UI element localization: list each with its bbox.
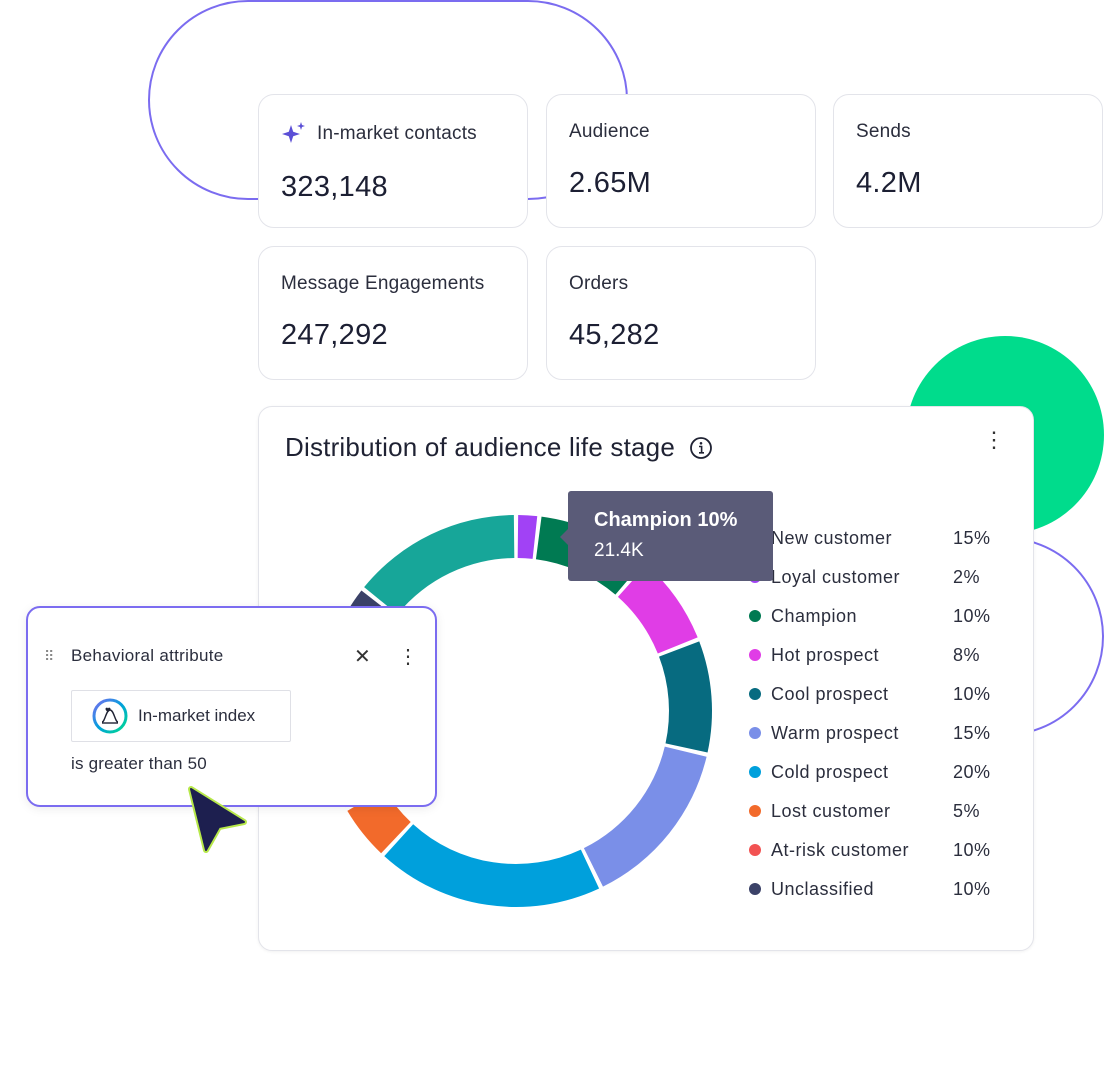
legend-item[interactable]: New customer 15%: [749, 526, 1003, 550]
tooltip-title: Champion 10%: [594, 509, 738, 531]
legend-item[interactable]: At-risk customer 10%: [749, 838, 1003, 862]
legend-dot: [749, 883, 761, 895]
attribute-condition: is greater than 50: [71, 754, 207, 773]
metric-value: 2.65M: [569, 167, 652, 199]
legend-percent: 10%: [953, 839, 991, 860]
close-icon[interactable]: ✕: [354, 646, 371, 668]
legend-percent: 2%: [953, 566, 981, 587]
metric-card-in-market-contacts: In-market contacts 323,148: [258, 94, 528, 228]
more-vertical-icon[interactable]: ⋮: [983, 427, 1005, 452]
tooltip-arrow: [560, 529, 568, 545]
legend-percent: 20%: [953, 761, 991, 782]
metric-value: 45,282: [569, 319, 660, 351]
cursor-arrow-icon: [188, 786, 247, 853]
legend-item[interactable]: Hot prospect 8%: [749, 643, 1003, 667]
legend-label: Warm prospect: [771, 722, 899, 743]
info-icon[interactable]: [689, 436, 713, 460]
legend-dot: [749, 649, 761, 661]
legend-item[interactable]: Lost customer 5%: [749, 799, 1003, 823]
chart-title-row: Distribution of audience life stage: [285, 432, 713, 463]
legend-item[interactable]: Warm prospect 15%: [749, 721, 1003, 745]
legend-label: Cold prospect: [771, 761, 889, 782]
chart-title: Distribution of audience life stage: [285, 432, 676, 462]
legend-dot: [749, 688, 761, 700]
chip-label: In-market index: [138, 706, 256, 725]
metric-value: 247,292: [281, 319, 388, 351]
metric-label: Audience: [569, 121, 650, 142]
legend-item[interactable]: Cool prospect 10%: [749, 682, 1003, 706]
metric-card-orders: Orders 45,282: [546, 246, 816, 380]
legend-item[interactable]: Loyal customer 2%: [749, 565, 1003, 589]
metric-label: Orders: [569, 273, 629, 294]
legend-label: New customer: [771, 527, 893, 548]
legend-dot: [749, 766, 761, 778]
sparkle-icon: [282, 122, 305, 143]
chart-tooltip: Champion 10% 21.4K: [560, 491, 773, 581]
metric-label: Message Engagements: [281, 273, 485, 294]
legend-item[interactable]: Cold prospect 20%: [749, 760, 1003, 784]
legend-dot: [749, 805, 761, 817]
drag-handle-icon[interactable]: ⠿: [44, 648, 54, 664]
legend-percent: 15%: [953, 722, 991, 743]
metric-label: Sends: [856, 121, 911, 142]
attribute-card-title: Behavioral attribute: [71, 646, 224, 665]
more-vertical-icon[interactable]: ⋮: [398, 646, 418, 668]
donut-slice-cold-prospect[interactable]: [384, 824, 600, 907]
legend-label: Loyal customer: [771, 566, 901, 587]
legend-percent: 15%: [953, 527, 991, 548]
legend-item[interactable]: Unclassified 10%: [749, 877, 1003, 901]
donut-slice-hot-prospect[interactable]: [617, 564, 698, 654]
legend-percent: 10%: [953, 878, 991, 899]
legend-label: Cool prospect: [771, 683, 889, 704]
metric-label: In-market contacts: [317, 123, 477, 144]
tooltip-value: 21.4K: [594, 540, 644, 561]
legend-item[interactable]: Champion 10%: [749, 604, 1003, 628]
in-market-index-chip[interactable]: In-market index: [71, 690, 291, 742]
legend-dot: [749, 610, 761, 622]
legend-percent: 8%: [953, 644, 981, 665]
metric-card-audience: Audience 2.65M: [546, 94, 816, 228]
legend-dot: [749, 844, 761, 856]
in-market-index-icon: [92, 698, 128, 734]
metric-value: 323,148: [281, 171, 388, 203]
donut-slice-cool-prospect[interactable]: [659, 641, 712, 753]
legend-label: Unclassified: [771, 878, 875, 899]
donut-slice-loyal-customer[interactable]: [517, 515, 538, 559]
behavioral-attribute-card: ⠿ Behavioral attribute ✕ ⋮ In-market ind…: [26, 606, 437, 807]
metric-card-message-engagements: Message Engagements 247,292: [258, 246, 528, 380]
legend-percent: 5%: [953, 800, 981, 821]
legend-label: Hot prospect: [771, 644, 880, 665]
legend-percent: 10%: [953, 683, 991, 704]
donut-slice-new-customer[interactable]: [364, 515, 515, 615]
legend-label: Champion: [771, 605, 858, 626]
legend-label: Lost customer: [771, 800, 891, 821]
metric-card-sends: Sends 4.2M: [833, 94, 1103, 228]
donut-slice-warm-prospect[interactable]: [583, 746, 707, 887]
metric-value: 4.2M: [856, 167, 922, 199]
legend-label: At-risk customer: [771, 839, 910, 860]
legend-percent: 10%: [953, 605, 991, 626]
legend-dot: [749, 727, 761, 739]
